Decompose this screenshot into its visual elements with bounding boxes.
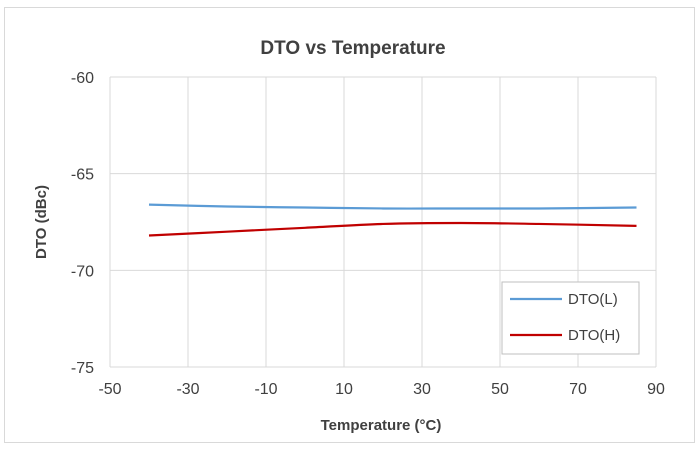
x-tick-label: -50	[98, 381, 121, 398]
legend-label-dto-l: DTO(L)	[568, 291, 618, 308]
x-tick-label: 70	[569, 381, 587, 398]
series-line-dto-l	[148, 203, 637, 210]
y-tick-label: -75	[71, 360, 94, 377]
legend-label-dto-h: DTO(H)	[568, 327, 620, 344]
legend: DTO(L) DTO(H)	[501, 281, 640, 355]
x-tick-label: 90	[647, 381, 665, 398]
x-tick-label: -10	[254, 381, 277, 398]
x-tick-label: -30	[176, 381, 199, 398]
x-tick-label: 30	[413, 381, 431, 398]
x-tick-label: 50	[491, 381, 509, 398]
y-tick-label: -65	[71, 167, 94, 184]
x-axis-title: Temperature (°C)	[321, 417, 442, 434]
legend-box	[501, 281, 640, 355]
series-line-dto-h	[148, 221, 637, 237]
x-tick-label: 10	[335, 381, 353, 398]
y-axis-title: DTO (dBc)	[33, 185, 50, 259]
chart-title: DTO vs Temperature	[260, 38, 445, 59]
series-lines	[148, 203, 637, 237]
y-tick-label: -60	[71, 70, 94, 87]
y-tick-label: -70	[71, 263, 94, 280]
tick-labels: -50 -30 -10 10 30 50 70 90 -60 -65 -70 -75	[71, 70, 665, 398]
